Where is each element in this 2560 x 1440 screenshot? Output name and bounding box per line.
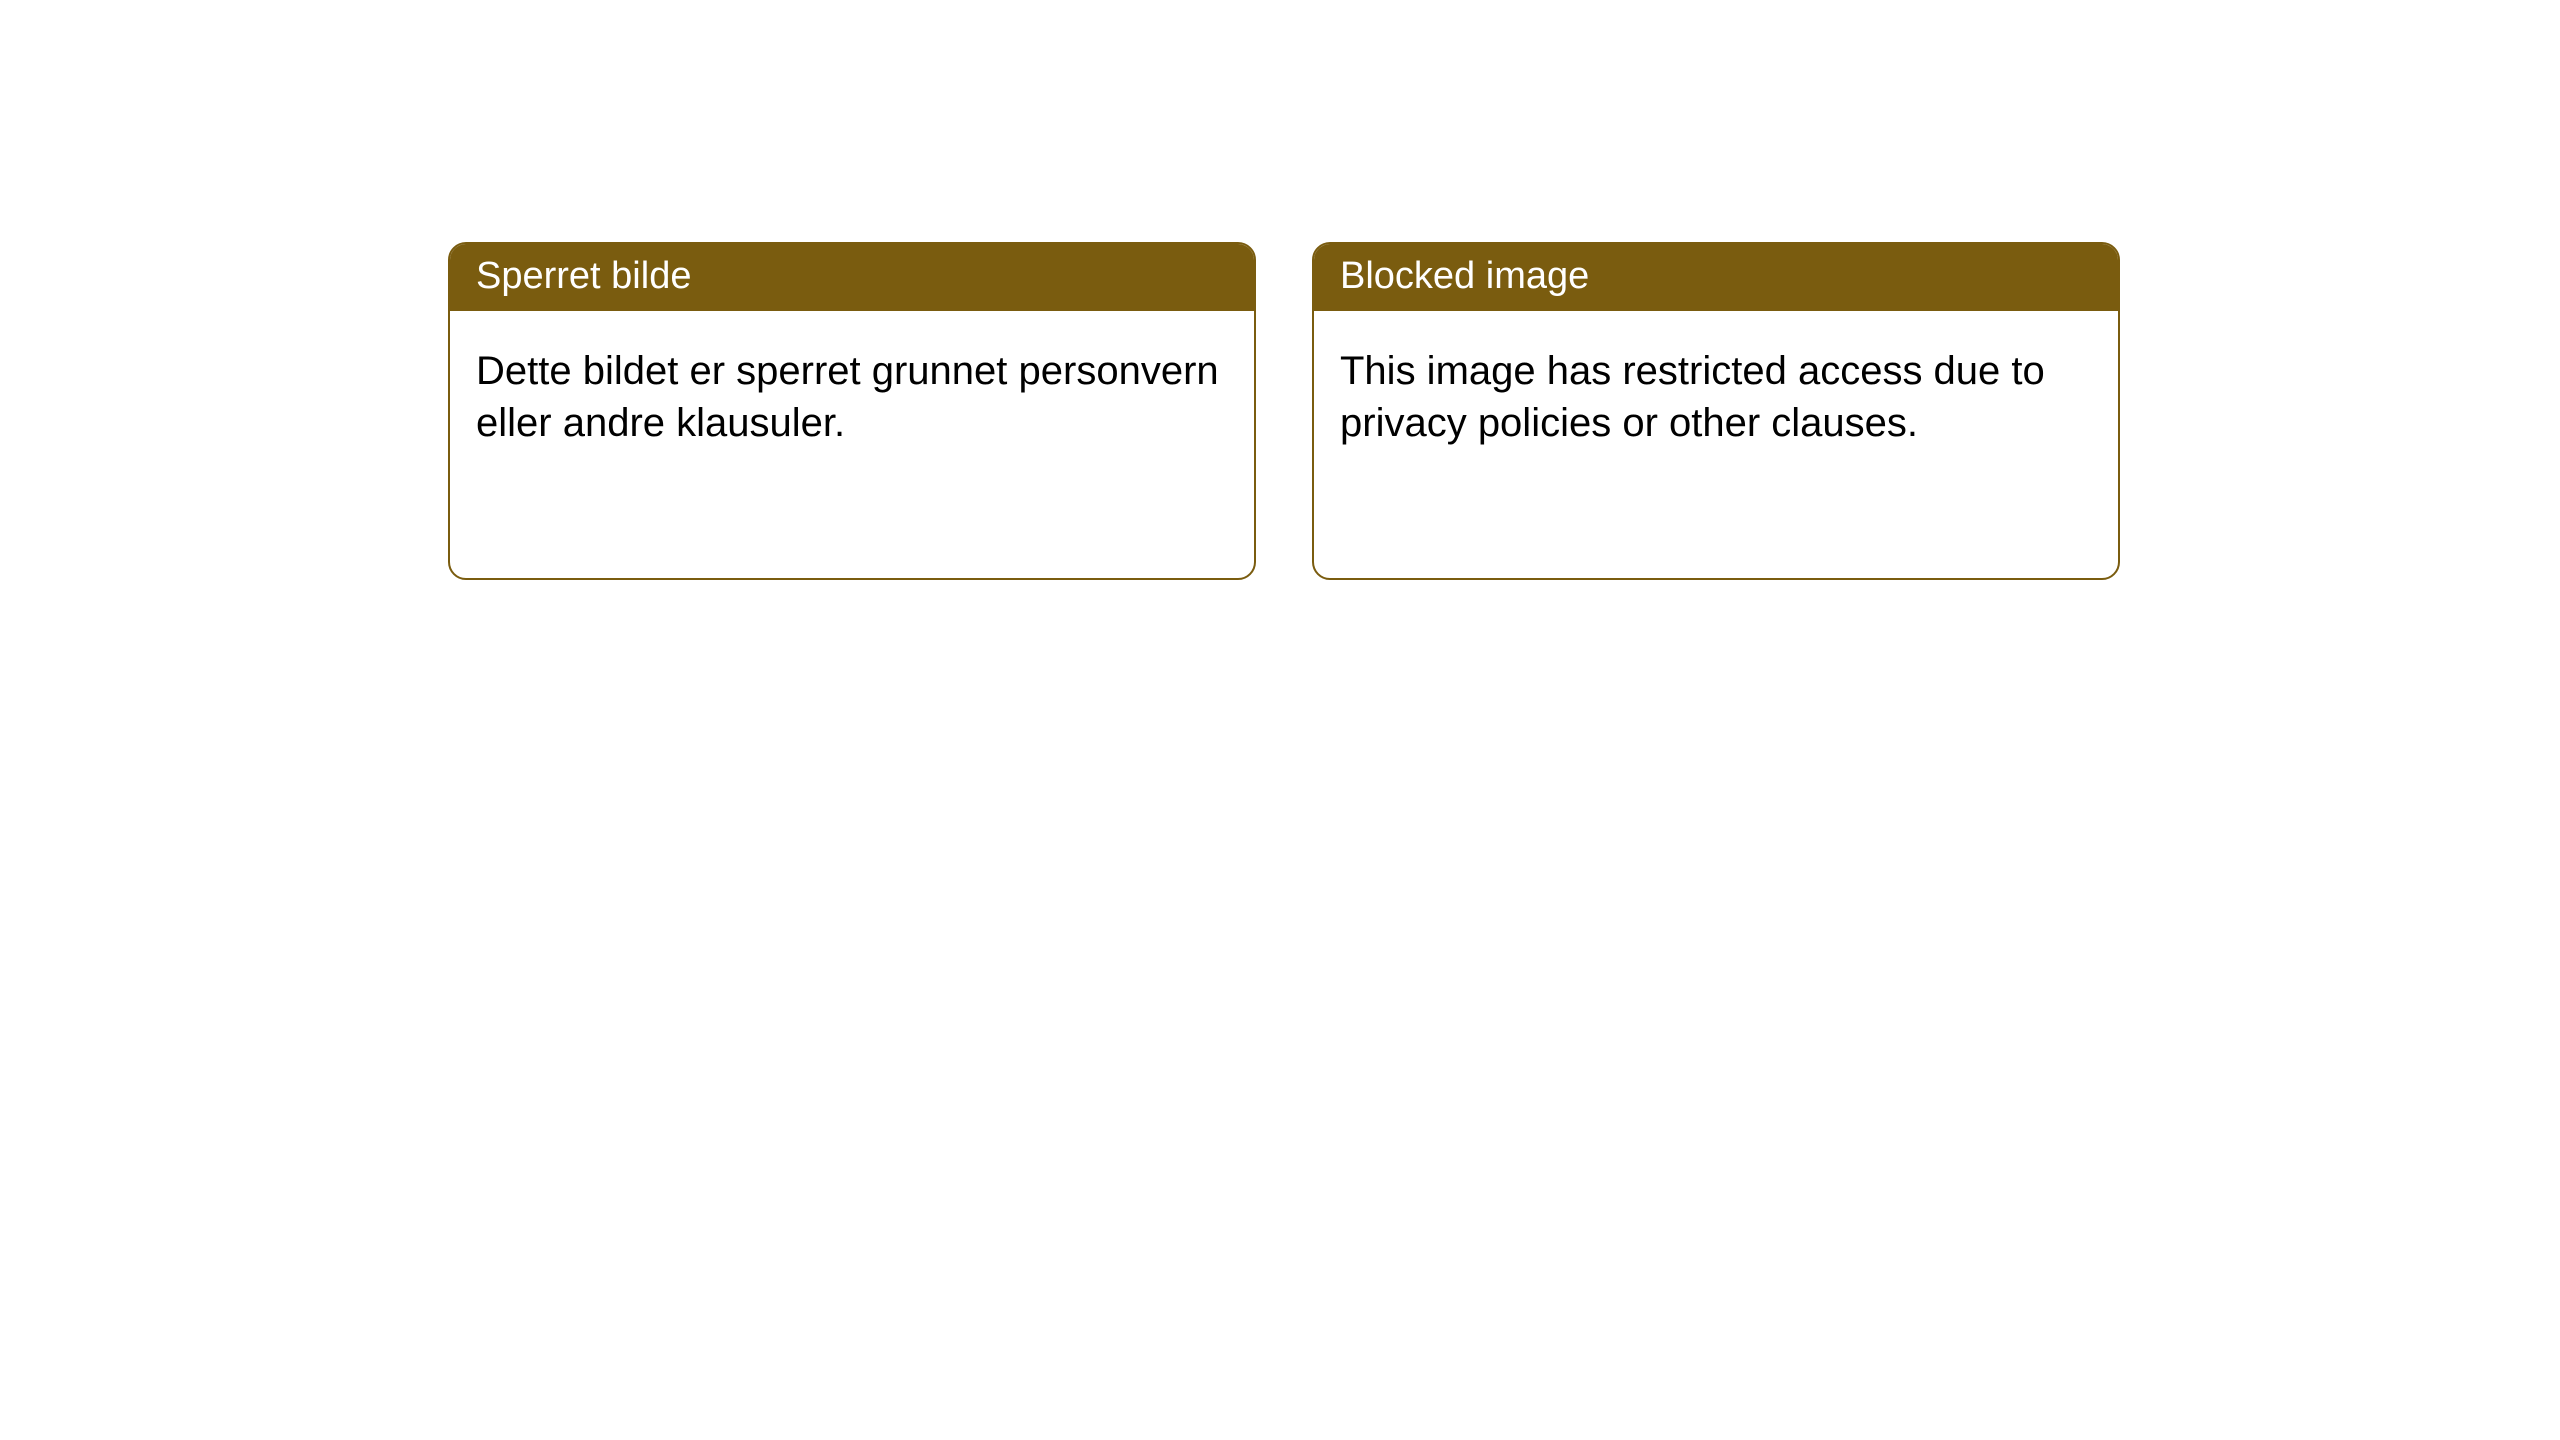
notice-card-header: Blocked image [1314, 244, 2118, 311]
notice-card-title: Sperret bilde [476, 255, 691, 297]
notice-card-norwegian: Sperret bilde Dette bildet er sperret gr… [448, 242, 1256, 580]
notice-card-message: This image has restricted access due to … [1340, 349, 2045, 445]
notice-card-english: Blocked image This image has restricted … [1312, 242, 2120, 580]
notice-card-message: Dette bildet er sperret grunnet personve… [476, 349, 1219, 445]
notice-cards-container: Sperret bilde Dette bildet er sperret gr… [448, 242, 2560, 580]
notice-card-title: Blocked image [1340, 255, 1589, 297]
notice-card-body: This image has restricted access due to … [1314, 311, 2118, 483]
notice-card-header: Sperret bilde [450, 244, 1254, 311]
notice-card-body: Dette bildet er sperret grunnet personve… [450, 311, 1254, 483]
